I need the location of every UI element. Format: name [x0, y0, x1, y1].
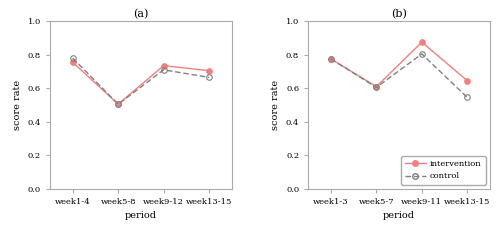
Title: (a): (a) — [133, 9, 148, 19]
Y-axis label: score rate: score rate — [13, 80, 22, 130]
X-axis label: period: period — [125, 211, 157, 220]
Y-axis label: score rate: score rate — [271, 80, 280, 130]
Title: (b): (b) — [391, 9, 407, 19]
Legend: intervention, control: intervention, control — [401, 156, 486, 185]
X-axis label: period: period — [383, 211, 415, 220]
